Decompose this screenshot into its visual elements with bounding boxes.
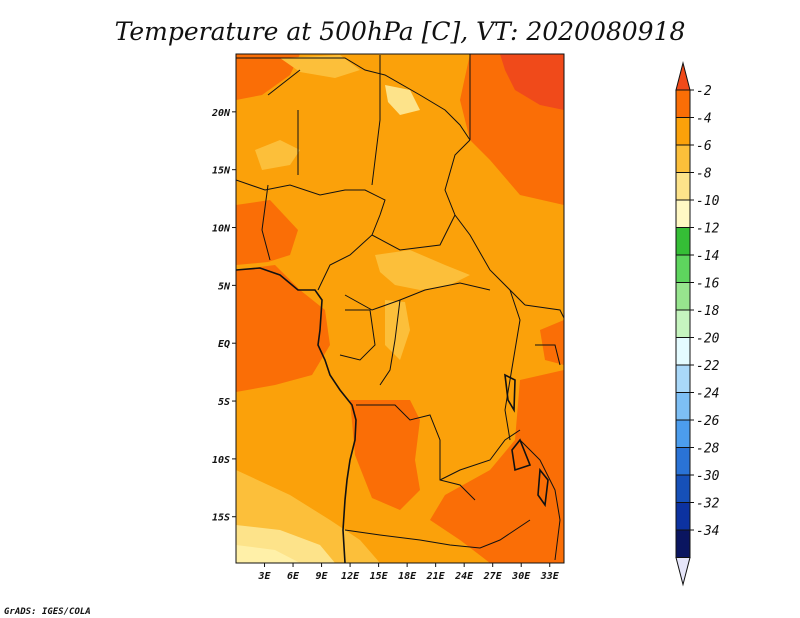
lon-tick-label: 21E	[426, 571, 446, 582]
field-band-cool-central	[375, 250, 470, 290]
lat-tick-label: 5N	[218, 281, 231, 292]
temperature-field	[236, 54, 564, 563]
border-congo-drc	[379, 299, 401, 386]
field-band-warm-angola	[350, 400, 420, 510]
field-band-warm-southeast	[430, 370, 564, 563]
colorbar-label: -34	[696, 524, 719, 539]
lon-tick-label: 3E	[257, 571, 271, 582]
lat-tick-label: EQ	[218, 339, 230, 350]
lat-tick-label: 10N	[212, 224, 231, 235]
colorbar-swatch	[675, 447, 691, 476]
border-car-south	[344, 282, 491, 311]
lon-tick-label: 18E	[398, 571, 417, 582]
lake-tanganyika	[511, 438, 532, 472]
border-sahel	[236, 179, 386, 291]
colorbar-swatch	[675, 529, 691, 558]
colorbar-label: -30	[696, 469, 720, 484]
colorbar-swatch	[675, 474, 691, 503]
lake-malawi	[537, 467, 549, 508]
colorbar-swatch	[675, 419, 691, 448]
colorbar-label: -20	[696, 332, 720, 347]
lat-tick-label: 5S	[218, 397, 230, 408]
field-band-cool-mali	[255, 140, 300, 170]
lon-tick-label: 30E	[511, 571, 531, 582]
latitude-axis: 20N 15N 10N 5N EQ 5S 10S 15S	[211, 108, 236, 524]
colorbar-swatch	[675, 199, 691, 228]
field-band-warm-east	[540, 320, 564, 365]
border-nigeria-west	[261, 184, 271, 261]
lon-tick-label: 9E	[316, 571, 329, 582]
field-band-cool-sahara	[280, 55, 360, 78]
lat-tick-label: 15N	[212, 166, 231, 177]
border-uganda-kenya	[524, 304, 564, 319]
lon-tick-label: 27E	[483, 571, 503, 582]
lon-tick-label: 15E	[370, 571, 389, 582]
colorbar-swatch	[675, 117, 691, 146]
lon-tick-label: 6E	[287, 571, 300, 582]
lat-tick-label: 15S	[212, 513, 230, 524]
colorbar-swatch	[675, 144, 691, 173]
longitude-axis: 3E 6E 9E 12E 15E 18E 21E 24E 27E 30E 33E	[257, 563, 560, 582]
lat-tick-label: 20N	[211, 108, 231, 119]
border-namibia-north	[344, 519, 531, 549]
figure-title: Temperature at 500hPa [C], VT: 202008091…	[115, 17, 686, 46]
grads-credit: GrADS: IGES/COLA	[4, 607, 91, 617]
colorbar-label: -28	[696, 442, 720, 457]
border-chad-north	[371, 55, 381, 186]
colorbar-swatch	[675, 309, 691, 338]
colorbar-label: -4	[696, 112, 712, 127]
lon-tick-label: 24E	[454, 571, 474, 582]
colorbar-swatch	[675, 172, 691, 201]
field-band-warm-westafrica	[236, 200, 298, 265]
border-gabon	[339, 309, 376, 361]
colorbar-label: -12	[696, 222, 720, 237]
colorbar-swatch	[675, 227, 691, 256]
border-chad-car	[371, 214, 456, 251]
colorbar-label: -10	[696, 194, 720, 209]
colorbar-swatch	[675, 337, 691, 366]
field-band-cool-congo	[385, 300, 410, 360]
field-band-warm-northwest	[236, 54, 300, 100]
colorbar-swatch	[675, 254, 691, 283]
border-north-sahara	[236, 57, 471, 141]
lon-tick-label: 12E	[341, 571, 360, 582]
map-frame	[235, 53, 565, 564]
colorbar-label: -6	[696, 139, 712, 154]
field-band-warm-gulf-of-guinea	[236, 265, 330, 392]
colorbar-label: -2	[696, 84, 712, 99]
border-lake-victoria	[535, 344, 561, 366]
colorbar-top-arrow	[675, 61, 691, 91]
colorbar-label: -22	[696, 359, 720, 374]
border-malawi	[519, 439, 561, 561]
colorbar-label: -18	[696, 304, 720, 319]
colorbar-swatch	[675, 392, 691, 421]
geography-lines	[236, 54, 564, 563]
lake-kivu	[504, 373, 516, 413]
border-algeria-mali	[267, 69, 301, 96]
colorbar-swatch	[675, 282, 691, 311]
colorbar-swatch	[675, 89, 691, 118]
colorbar-swatch	[675, 502, 691, 531]
colorbar-label: -14	[696, 249, 719, 264]
colorbar-label: -16	[696, 277, 720, 292]
colorbar: -2 -4 -6 -8 -10 -12 -14 -16 -18 -20 -22 -24 -26 -28 -3…	[675, 61, 720, 587]
lat-tick-label: 10S	[212, 455, 230, 466]
colorbar-swatch	[675, 364, 691, 393]
colorbar-label: -24	[696, 387, 719, 402]
field-band-hot-northeast	[500, 54, 564, 110]
colorbar-label: -26	[696, 414, 720, 429]
lon-tick-label: 33E	[540, 571, 560, 582]
colorbar-label: -8	[696, 167, 712, 182]
border-great-lakes	[504, 289, 521, 441]
field-band-cool-tibesti	[385, 85, 420, 115]
border-zambia-north	[439, 429, 521, 481]
field-band-coolest-southwest	[236, 545, 300, 563]
atlantic-coastline	[236, 267, 357, 563]
colorbar-label: -32	[696, 497, 720, 512]
border-sudan-east	[444, 139, 526, 306]
border-angola-drc	[356, 404, 476, 501]
colorbar-bottom-arrow	[675, 557, 691, 587]
